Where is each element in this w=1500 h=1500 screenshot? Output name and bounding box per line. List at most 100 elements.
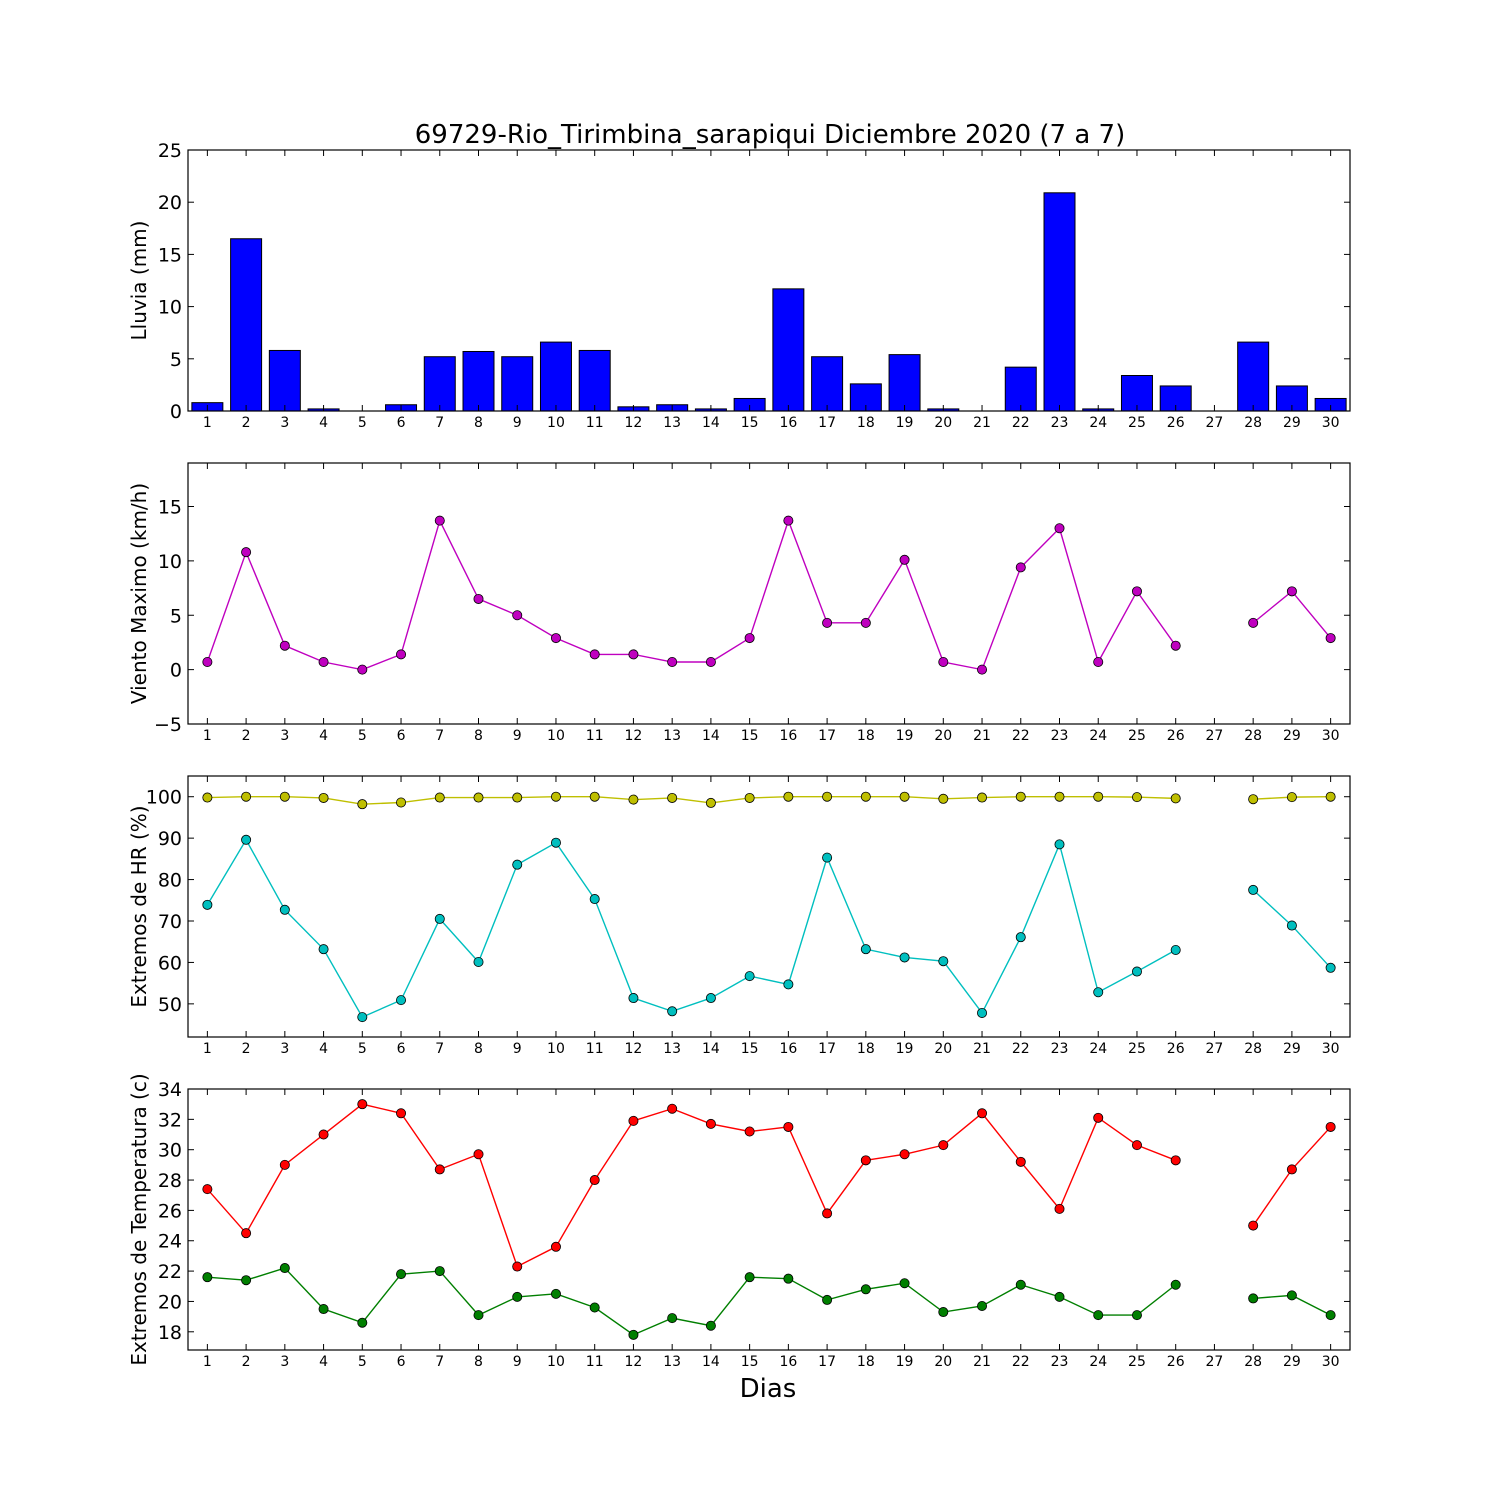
x-tick-label: 15	[741, 1354, 759, 1370]
data-point	[396, 797, 407, 808]
data-point	[822, 617, 833, 628]
x-tick-label: 3	[280, 1354, 289, 1370]
data-point	[434, 1266, 445, 1277]
data-point	[1093, 987, 1104, 998]
data-point	[279, 791, 290, 802]
x-tick-label: 19	[896, 415, 914, 431]
data-point	[899, 554, 910, 565]
rain-bar	[230, 238, 263, 412]
data-point	[899, 952, 910, 963]
x-tick-label: 20	[934, 1354, 952, 1370]
data-point	[1170, 945, 1181, 956]
x-tick-label: 26	[1167, 1041, 1185, 1057]
x-tick-label: 30	[1322, 1041, 1340, 1057]
x-tick-label: 28	[1244, 1041, 1262, 1057]
x-tick-label: 18	[857, 1041, 875, 1057]
x-tick-label: 26	[1167, 728, 1185, 744]
x-tick-label: 25	[1128, 1354, 1146, 1370]
x-tick-label: 12	[625, 1354, 643, 1370]
rain-bar	[1237, 341, 1270, 412]
x-tick-label: 28	[1244, 415, 1262, 431]
x-tick-label: 25	[1128, 1041, 1146, 1057]
data-point	[1093, 791, 1104, 802]
data-point	[744, 792, 755, 803]
y-tick-label: 20	[158, 192, 182, 214]
data-point	[899, 791, 910, 802]
x-tick-label: 9	[513, 1041, 522, 1057]
x-tick-label: 21	[973, 415, 991, 431]
plot-frame	[187, 775, 1351, 1038]
data-point	[434, 792, 445, 803]
data-point	[1054, 1291, 1065, 1302]
data-point	[1015, 562, 1026, 573]
y-tick-label: 32	[158, 1109, 182, 1131]
data-point	[783, 1121, 794, 1132]
data-point	[822, 1294, 833, 1305]
data-point	[589, 1302, 600, 1313]
data-point	[473, 957, 484, 968]
data-point	[977, 1108, 988, 1119]
data-point	[744, 1126, 755, 1137]
x-tick-label: 3	[280, 415, 289, 431]
data-point	[1248, 1220, 1259, 1231]
y-tick-label: 10	[158, 297, 182, 319]
x-tick-label: 21	[973, 728, 991, 744]
data-point	[241, 1228, 252, 1239]
x-tick-label: 10	[547, 1354, 565, 1370]
x-tick-label: 10	[547, 728, 565, 744]
y-tick-label: 30	[158, 1140, 182, 1162]
data-point	[1286, 586, 1297, 597]
data-point	[589, 894, 600, 905]
data-point	[1286, 920, 1297, 931]
data-point	[512, 1261, 523, 1272]
x-tick-label: 24	[1089, 1354, 1107, 1370]
data-point	[1325, 1310, 1336, 1321]
data-point	[1170, 1279, 1181, 1290]
x-tick-label: 19	[896, 1354, 914, 1370]
x-tick-label: 6	[397, 1354, 406, 1370]
data-point	[628, 649, 639, 660]
x-tick-label: 4	[319, 1354, 328, 1370]
data-point	[357, 1317, 368, 1328]
data-point	[318, 1129, 329, 1140]
data-point	[357, 799, 368, 810]
x-tick-label: 2	[242, 1041, 251, 1057]
rain-bar	[1043, 192, 1076, 412]
data-point	[628, 1115, 639, 1126]
rain-bar	[268, 349, 301, 412]
plot-frame	[187, 149, 1351, 412]
data-point	[1093, 657, 1104, 668]
data-point	[473, 792, 484, 803]
data-point	[822, 1208, 833, 1219]
x-tick-label: 1	[203, 415, 212, 431]
x-tick-label: 3	[280, 728, 289, 744]
series-line-2	[206, 838, 1177, 1019]
y-tick-label: 100	[146, 787, 182, 809]
series-line-1	[1252, 590, 1332, 639]
data-point	[434, 515, 445, 526]
data-point	[667, 1313, 678, 1324]
x-tick-label: 5	[358, 415, 367, 431]
data-point	[318, 944, 329, 955]
x-tick-label: 11	[586, 728, 604, 744]
plot-frame	[187, 462, 1351, 725]
data-point	[783, 791, 794, 802]
x-tick-label: 2	[242, 415, 251, 431]
x-tick-label: 28	[1244, 728, 1262, 744]
data-point	[1286, 1164, 1297, 1175]
data-point	[589, 649, 600, 660]
data-point	[589, 791, 600, 802]
series-line-1	[207, 796, 1176, 805]
x-tick-label: 29	[1283, 1041, 1301, 1057]
x-tick-label: 26	[1167, 1354, 1185, 1370]
x-tick-label: 14	[702, 1354, 720, 1370]
x-tick-label: 26	[1167, 415, 1185, 431]
data-point	[860, 1155, 871, 1166]
x-tick-label: 18	[857, 728, 875, 744]
data-point	[667, 1006, 678, 1017]
x-tick-label: 3	[280, 1041, 289, 1057]
data-point	[1248, 1293, 1259, 1304]
data-point	[705, 1320, 716, 1331]
